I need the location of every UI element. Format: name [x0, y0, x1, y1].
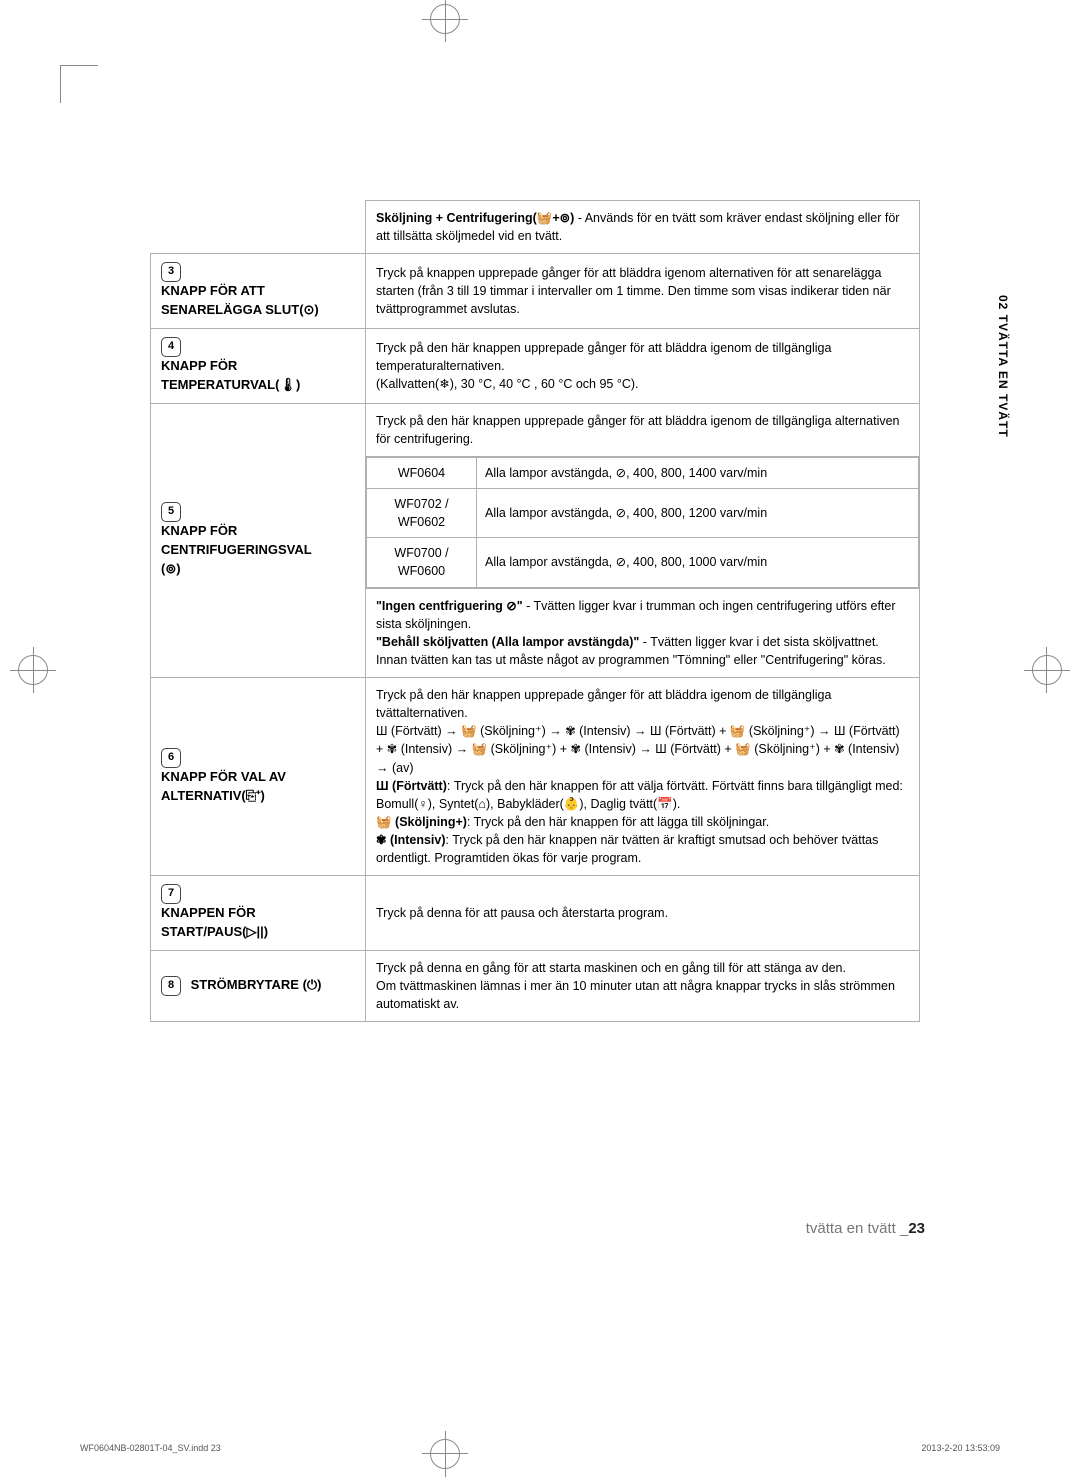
model-cell: WF0700 / WF0600: [367, 538, 477, 587]
step-number: 7: [161, 884, 181, 904]
crop-mark: [60, 65, 61, 103]
intro-text: Tryck på den här knappen upprepade gånge…: [366, 404, 919, 457]
step-number: 6: [161, 748, 181, 768]
value-cell: Alla lampor avstängda, ⊘, 400, 800, 1200…: [477, 489, 919, 538]
table-row: WF0604 Alla lampor avstängda, ⊘, 400, 80…: [367, 457, 919, 488]
registration-mark: [445, 1431, 446, 1477]
text: Ш (Förtvätt) → 🧺 (Sköljning⁺) → ✾ (Inten…: [376, 724, 900, 774]
page-content: Sköljning + Centrifugering(🧺+⊚) - Använd…: [150, 200, 920, 1022]
row-label: 3 KNAPP FÖR ATT SENARELÄGGA SLUT(⊙): [151, 254, 366, 329]
page-footer: tvätta en tvätt _23: [806, 1220, 925, 1237]
print-timestamp: 2013-2-20 13:53:09: [921, 1443, 1000, 1453]
label: Sköljning + Centrifugering(🧺+⊚): [376, 211, 574, 225]
model-spin-table: WF0604 Alla lampor avstängda, ⊘, 400, 80…: [366, 457, 919, 588]
text: Tryck på den här knappen upprepade gånge…: [376, 688, 831, 720]
section-tab: 02 TVÄTTA EN TVÄTT: [996, 295, 1010, 438]
controls-table: Sköljning + Centrifugering(🧺+⊚) - Använd…: [150, 200, 920, 1022]
button-name: KNAPP FÖR TEMPERATURVAL(🌡): [161, 357, 326, 395]
table-row: 4 KNAPP FÖR TEMPERATURVAL(🌡) Tryck på de…: [151, 328, 920, 403]
spin-notes: "Ingen centfriguering ⊘" - Tvätten ligge…: [366, 588, 919, 678]
option-label: Ш (Förtvätt): [376, 779, 447, 793]
description: Tryck på knappen upprepade gånger för at…: [366, 254, 920, 329]
step-number: 8: [161, 976, 181, 996]
registration-mark: [1024, 670, 1070, 671]
spin-details: Tryck på den här knappen upprepade gånge…: [366, 403, 920, 677]
table-row: 7 KNAPPEN FÖR START/PAUS(▷||) Tryck på d…: [151, 876, 920, 951]
button-name: STRÖMBRYTARE (⏻): [191, 976, 322, 995]
table-row: 3 KNAPP FÖR ATT SENARELÄGGA SLUT(⊙) Tryc…: [151, 254, 920, 329]
value-cell: Alla lampor avstängda, ⊘, 400, 800, 1000…: [477, 538, 919, 587]
text: : Tryck på den här knappen när tvätten ä…: [376, 833, 878, 865]
row-label: 6 KNAPP FÖR VAL AV ALTERNATIV(⎘⁺): [151, 678, 366, 876]
option-label: 🧺 (Sköljning+): [376, 815, 467, 829]
row-label: 4 KNAPP FÖR TEMPERATURVAL(🌡): [151, 328, 366, 403]
step-number: 3: [161, 262, 181, 282]
footer-text: tvätta en tvätt _: [806, 1220, 909, 1237]
note-label: "Ingen centfriguering ⊘": [376, 599, 523, 613]
registration-mark: [445, 0, 446, 42]
row-label: 5 KNAPP FÖR CENTRIFUGERINGSVAL (⊚): [151, 403, 366, 677]
registration-mark: [33, 647, 34, 693]
table-row: 6 KNAPP FÖR VAL AV ALTERNATIV(⎘⁺) Tryck …: [151, 678, 920, 876]
text: : Tryck på den här knappen för att välja…: [376, 779, 903, 811]
registration-mark: [1046, 647, 1047, 693]
option-label: ✾ (Intensiv): [376, 833, 446, 847]
description: Tryck på den här knappen upprepade gånge…: [366, 328, 920, 403]
button-name: KNAPPEN FÖR START/PAUS(▷||): [161, 904, 326, 942]
table-row: 5 KNAPP FÖR CENTRIFUGERINGSVAL (⊚) Tryck…: [151, 403, 920, 677]
table-row: WF0700 / WF0600 Alla lampor avstängda, ⊘…: [367, 538, 919, 587]
description: Tryck på denna för att pausa och återsta…: [366, 876, 920, 951]
button-name: KNAPP FÖR ATT SENARELÄGGA SLUT(⊙): [161, 282, 326, 320]
table-row: Sköljning + Centrifugering(🧺+⊚) - Använd…: [151, 201, 920, 254]
description: Tryck på denna en gång för att starta ma…: [366, 950, 920, 1021]
crop-mark: [60, 65, 98, 66]
row-label: 8 STRÖMBRYTARE (⏻): [151, 950, 366, 1021]
page-number: 23: [908, 1220, 925, 1237]
print-filename: WF0604NB-02801T-04_SV.indd 23: [80, 1443, 221, 1453]
rinse-spin-description: Sköljning + Centrifugering(🧺+⊚) - Använd…: [366, 201, 920, 254]
step-number: 5: [161, 502, 181, 522]
description: Tryck på den här knappen upprepade gånge…: [366, 678, 920, 876]
note-label: "Behåll sköljvatten (Alla lampor avstäng…: [376, 635, 639, 649]
text: : Tryck på den här knappen för att lägga…: [467, 815, 769, 829]
row-label: 7 KNAPPEN FÖR START/PAUS(▷||): [151, 876, 366, 951]
button-name: KNAPP FÖR CENTRIFUGERINGSVAL (⊚): [161, 522, 326, 579]
step-number: 4: [161, 337, 181, 357]
model-cell: WF0604: [367, 457, 477, 488]
table-row: 8 STRÖMBRYTARE (⏻) Tryck på denna en gån…: [151, 950, 920, 1021]
button-name: KNAPP FÖR VAL AV ALTERNATIV(⎘⁺): [161, 768, 326, 806]
model-cell: WF0702 / WF0602: [367, 489, 477, 538]
value-cell: Alla lampor avstängda, ⊘, 400, 800, 1400…: [477, 457, 919, 488]
table-row: WF0702 / WF0602 Alla lampor avstängda, ⊘…: [367, 489, 919, 538]
